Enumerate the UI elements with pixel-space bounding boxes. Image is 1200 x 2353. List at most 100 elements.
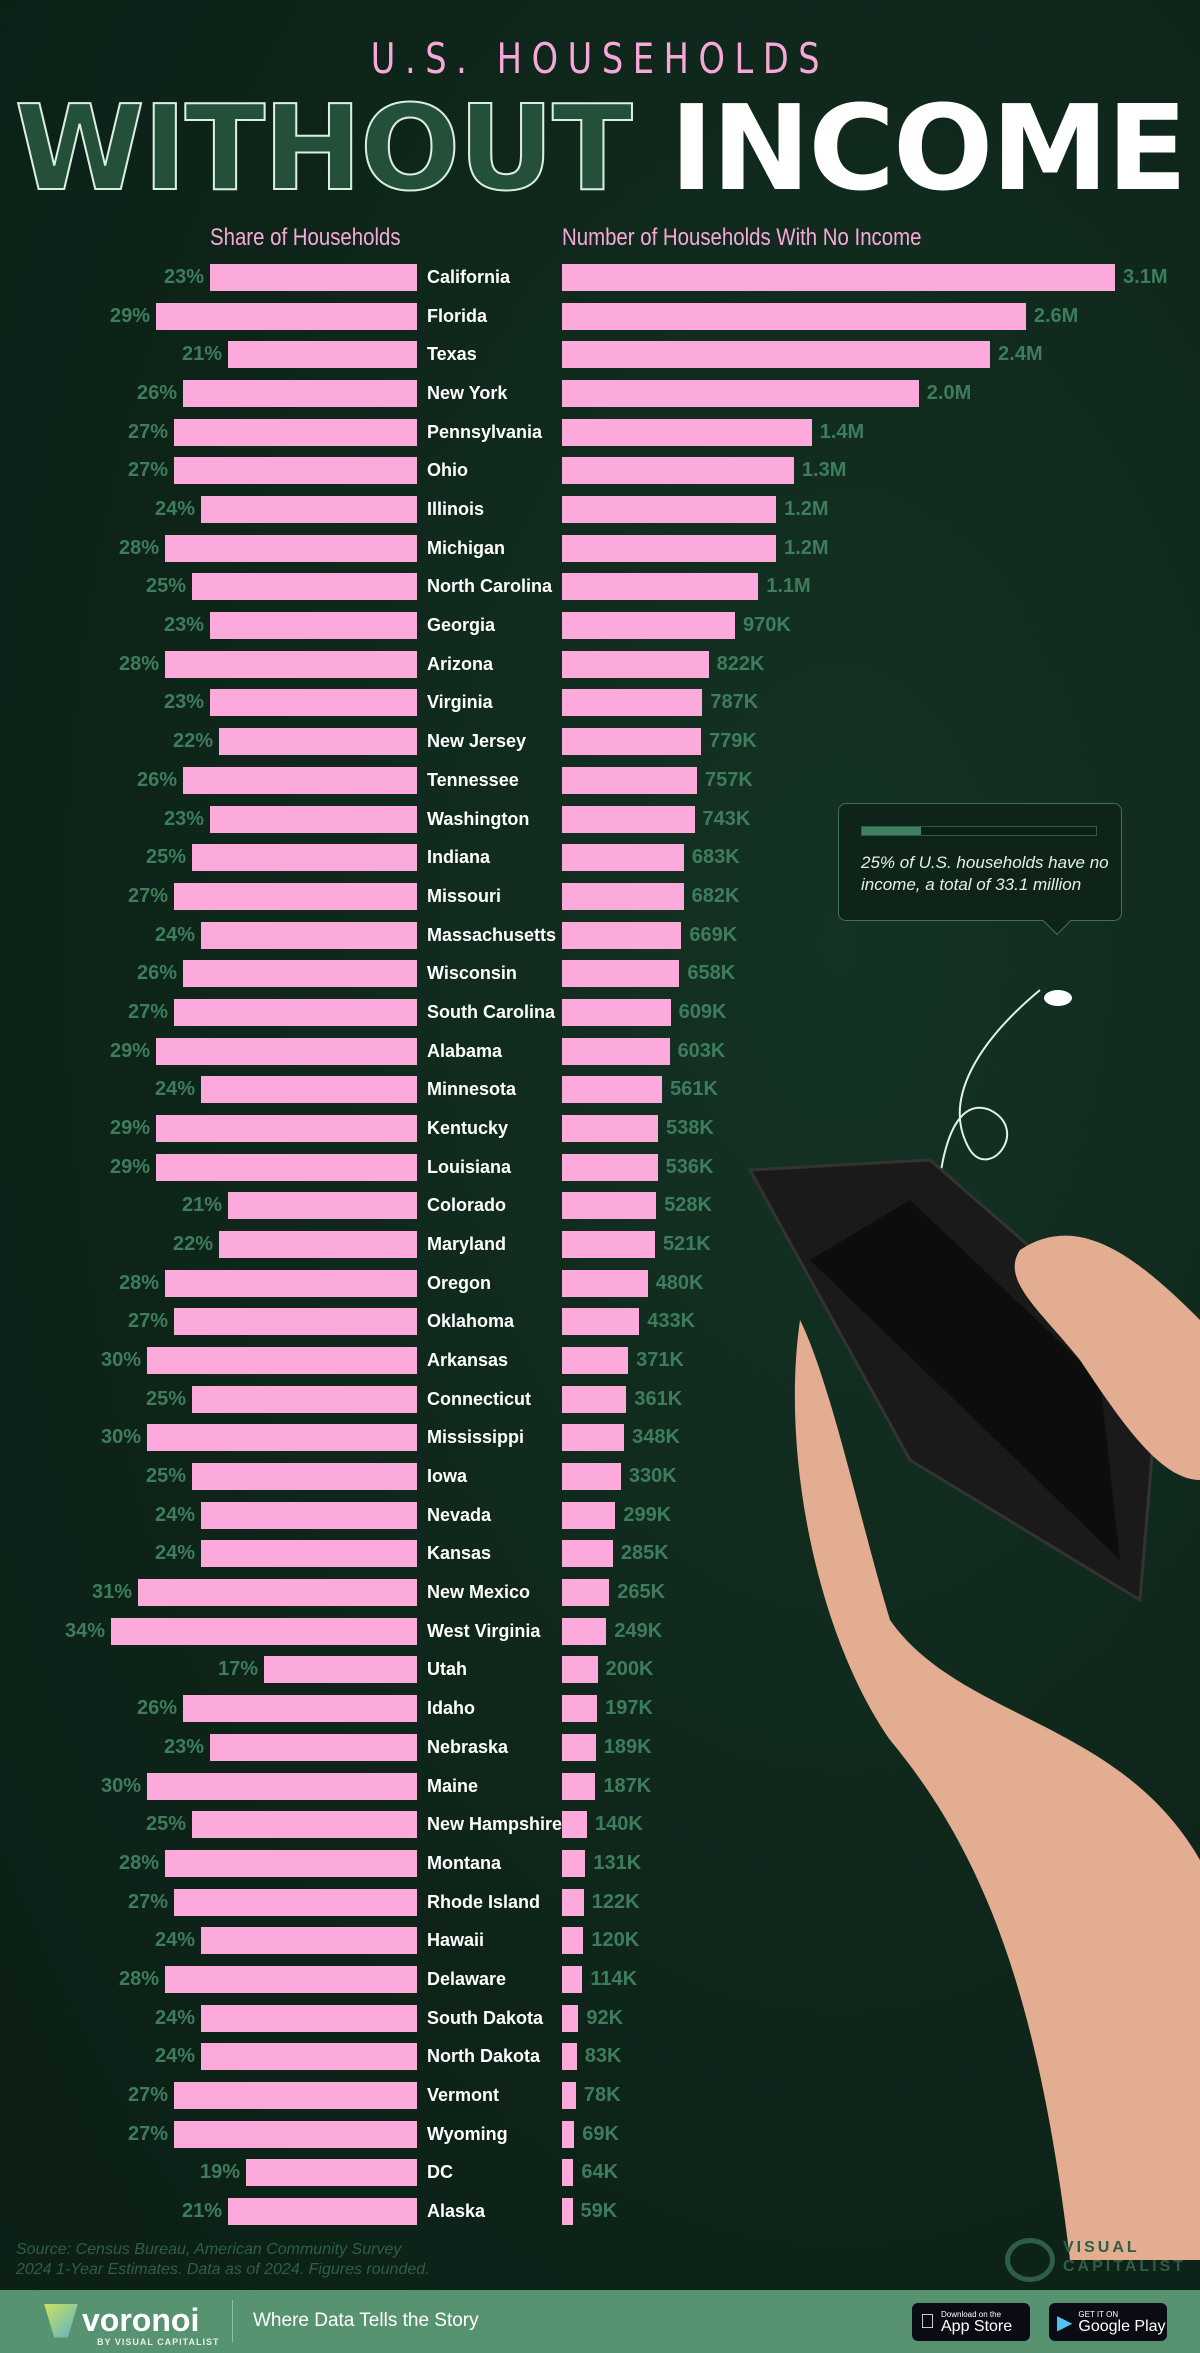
share-label: 23% bbox=[163, 691, 204, 714]
count-label: 822K bbox=[716, 652, 765, 675]
share-bar bbox=[264, 1656, 417, 1684]
count-bar bbox=[562, 612, 736, 640]
state-label: Louisiana bbox=[427, 1156, 512, 1177]
count-label: 83K bbox=[584, 2045, 622, 2068]
state-label: Maine bbox=[427, 1775, 479, 1796]
share-label: 25% bbox=[145, 846, 186, 869]
share-label: 25% bbox=[145, 1387, 186, 1410]
share-bar bbox=[201, 496, 417, 524]
count-bar bbox=[562, 457, 794, 485]
share-label: 24% bbox=[154, 1078, 195, 1101]
share-bar bbox=[210, 264, 417, 291]
share-bar bbox=[228, 2198, 417, 2225]
hand-right bbox=[1014, 1235, 1200, 1480]
state-label: Idaho bbox=[427, 1698, 475, 1719]
count-label: 122K bbox=[591, 1890, 640, 1913]
state-label: Hawaii bbox=[427, 1930, 485, 1951]
count-label: 683K bbox=[691, 846, 740, 869]
count-label: 536K bbox=[665, 1155, 714, 1178]
count-bar bbox=[562, 960, 680, 988]
state-label: Rhode Island bbox=[427, 1891, 541, 1912]
count-bar bbox=[562, 1424, 625, 1452]
state-label: New Hampshire bbox=[427, 1814, 563, 1835]
share-bar bbox=[156, 302, 417, 330]
google-play-button[interactable]: ▶ GET IT ON Google Play bbox=[1049, 2303, 1167, 2341]
count-bar bbox=[562, 844, 684, 872]
state-label: New Jersey bbox=[427, 731, 527, 752]
share-label: 26% bbox=[136, 768, 177, 791]
state-label: Texas bbox=[427, 344, 477, 365]
count-bar bbox=[562, 1501, 616, 1529]
share-bar bbox=[183, 766, 417, 794]
state-label: Minnesota bbox=[427, 1079, 517, 1100]
share-bar bbox=[183, 1695, 417, 1723]
share-bar bbox=[174, 418, 417, 446]
state-label: Connecticut bbox=[427, 1388, 532, 1409]
share-bar bbox=[147, 1347, 417, 1375]
share-bar bbox=[210, 612, 417, 640]
count-label: 69K bbox=[582, 2122, 619, 2145]
share-label: 24% bbox=[154, 2045, 195, 2068]
share-label: 27% bbox=[127, 1000, 168, 1023]
state-label: Tennessee bbox=[427, 769, 519, 790]
share-label: 21% bbox=[181, 2200, 222, 2222]
google-play-label: Google Play bbox=[1078, 2317, 1166, 2335]
state-label: Alaska bbox=[427, 2201, 486, 2221]
count-bar bbox=[562, 1269, 648, 1297]
state-label: North Carolina bbox=[427, 576, 553, 597]
share-label: 24% bbox=[154, 923, 195, 946]
share-label: 28% bbox=[118, 1967, 159, 1990]
share-label: 25% bbox=[145, 575, 186, 598]
share-bar bbox=[201, 2004, 417, 2032]
state-label: New York bbox=[427, 383, 508, 404]
share-label: 27% bbox=[127, 2083, 168, 2106]
state-label: West Virginia bbox=[427, 1620, 541, 1641]
share-label: 24% bbox=[154, 1503, 195, 1526]
count-bar bbox=[562, 1540, 613, 1568]
count-label: 197K bbox=[605, 1697, 653, 1720]
app-store-label: App Store bbox=[926, 2317, 1012, 2335]
right-column-title: Number of Households With No Income bbox=[562, 224, 922, 251]
state-label: Florida bbox=[427, 305, 488, 326]
voronoi-gem-icon bbox=[44, 2303, 78, 2338]
count-label: 757K bbox=[705, 768, 753, 791]
count-bar bbox=[562, 766, 698, 794]
state-label: Washington bbox=[427, 808, 530, 829]
count-label: 140K bbox=[594, 1813, 643, 1836]
count-label: 200K bbox=[605, 1658, 654, 1681]
source-line-2: 2024 1-Year Estimates. Data as of 2024. … bbox=[16, 2261, 430, 2278]
share-label: 24% bbox=[154, 1929, 195, 1952]
source-note: Source: Census Bureau, American Communit… bbox=[16, 2240, 430, 2280]
vc-logo-line-2: CAPITALIST bbox=[1063, 2258, 1187, 2275]
count-label: 2.0M bbox=[926, 382, 972, 405]
state-label: Missouri bbox=[427, 885, 502, 906]
state-label: Nevada bbox=[427, 1504, 492, 1525]
voronoi-logo[interactable]: voronoi bbox=[44, 2302, 199, 2339]
count-label: 265K bbox=[617, 1581, 666, 1604]
count-label: 3.1M bbox=[1123, 266, 1168, 288]
share-label: 23% bbox=[163, 266, 204, 288]
share-label: 31% bbox=[91, 1581, 132, 1604]
state-label: Ohio bbox=[427, 460, 468, 481]
count-bar bbox=[562, 689, 703, 717]
share-label: 28% bbox=[118, 1851, 159, 1874]
count-bar bbox=[562, 496, 777, 524]
title-outline-word: WITHOUT bbox=[14, 79, 634, 217]
share-bar bbox=[201, 1076, 417, 1104]
state-label: Georgia bbox=[427, 615, 496, 636]
share-bar bbox=[210, 689, 417, 717]
share-bar bbox=[228, 1192, 417, 1220]
share-bar bbox=[165, 650, 417, 678]
state-label: Colorado bbox=[427, 1195, 506, 1216]
share-label: 26% bbox=[136, 962, 177, 985]
state-label: Illinois bbox=[427, 499, 485, 520]
count-bar bbox=[562, 2004, 579, 2032]
share-label: 26% bbox=[136, 382, 177, 405]
title-solid-word: INCOME bbox=[669, 79, 1188, 217]
state-label: Utah bbox=[427, 1659, 467, 1680]
count-label: 285K bbox=[620, 1542, 669, 1565]
count-bar bbox=[562, 998, 671, 1026]
count-label: 2.4M bbox=[998, 343, 1043, 366]
share-bar bbox=[201, 1927, 417, 1955]
